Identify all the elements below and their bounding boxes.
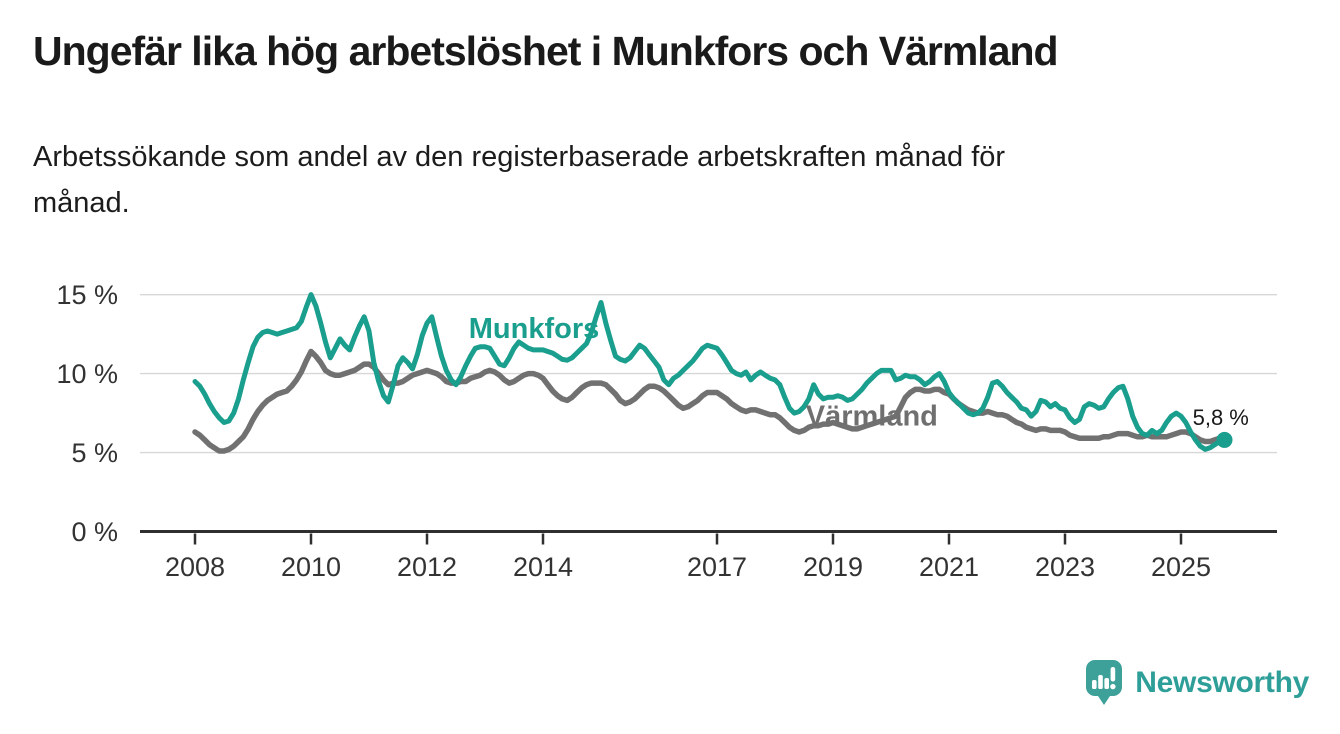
y-tick-label: 5 % — [71, 438, 118, 468]
x-tick-label: 2019 — [803, 552, 863, 582]
brand-footer: Newsworthy — [1085, 654, 1309, 712]
varmland-line — [192, 348, 1228, 454]
x-tick-label: 2021 — [919, 552, 979, 582]
y-tick-label: 15 % — [56, 280, 118, 310]
end-value-annotation: 5,8 % — [1193, 405, 1249, 430]
x-tick-label: 2008 — [165, 552, 225, 582]
x-tick-label: 2023 — [1035, 552, 1095, 582]
end-dot — [1216, 431, 1233, 448]
subtitle: Arbetssökande som andel av den registerb… — [33, 134, 1253, 226]
subtitle-line-1: Arbetssökande som andel av den registerb… — [33, 141, 1006, 173]
x-tick-label: 2017 — [687, 552, 747, 582]
varmland-series-label: Värmland — [806, 400, 938, 432]
page-title: Ungefär lika hög arbetslöshet i Munkfors… — [33, 28, 1059, 74]
x-tick-label: 2012 — [397, 552, 457, 582]
munkfors-line — [192, 292, 1227, 452]
munkfors-series-label: Munkfors — [469, 313, 600, 345]
x-tick-label: 2010 — [281, 552, 341, 582]
brand-name: Newsworthy — [1135, 666, 1309, 699]
y-tick-label: 0 % — [71, 517, 118, 547]
x-tick-label: 2025 — [1151, 552, 1211, 582]
x-tick-label: 2014 — [513, 552, 573, 582]
y-tick-label: 10 % — [56, 359, 118, 389]
unemployment-line-chart: 0 % 5 % 10 % 15 % 2008 2010 2012 2014 2017 2019 20… — [56, 280, 1277, 582]
newsworthy-logo-icon — [1086, 660, 1123, 705]
subtitle-line-2: månad. — [33, 187, 130, 219]
